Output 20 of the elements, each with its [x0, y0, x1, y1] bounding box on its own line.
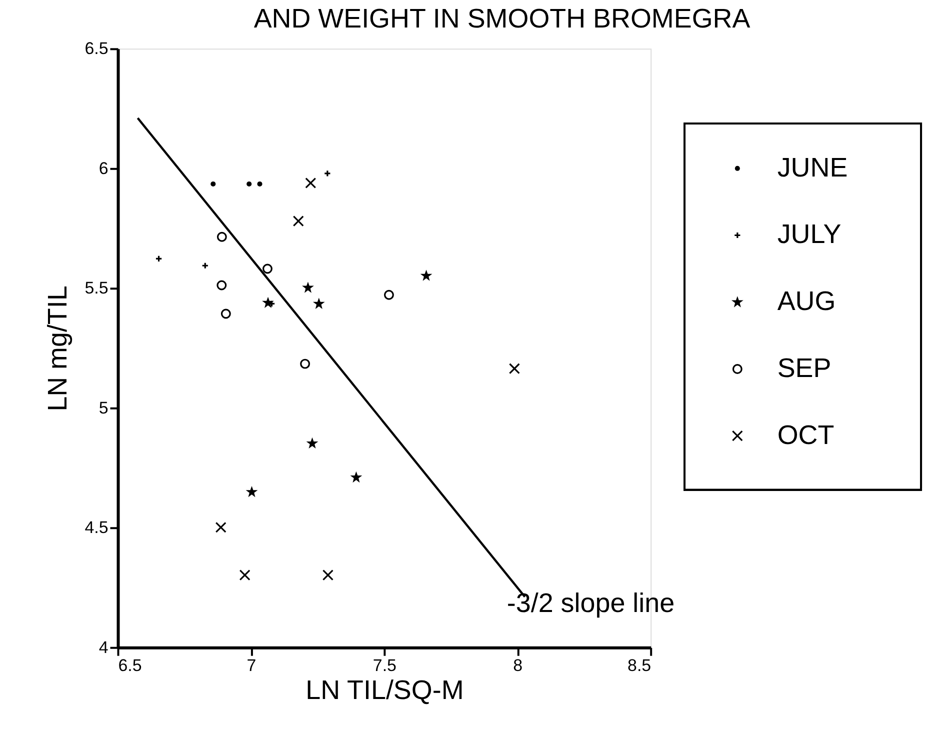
x-tick-label: 6.5	[118, 656, 142, 675]
legend-label: JUNE	[777, 152, 848, 182]
y-tick-label: 4	[98, 638, 108, 657]
x-tick-label: 7.5	[372, 656, 396, 675]
y-axis-title: LN mg/TIL	[42, 286, 73, 412]
x-tick-label: 8	[513, 656, 523, 675]
x-tick-label: 7	[246, 656, 256, 675]
chart-title: AND WEIGHT IN SMOOTH BROMEGRA	[254, 4, 750, 34]
legend-label: SEP	[777, 352, 832, 383]
x-axis-title: LN TIL/SQ-M	[306, 674, 464, 705]
y-tick-label: 4.5	[84, 518, 108, 538]
annotation: -3/2 slope line	[506, 588, 675, 618]
legend-label: OCT	[777, 420, 834, 450]
y-tick-label: 5.5	[84, 278, 108, 298]
legend-label: AUG	[777, 286, 836, 316]
y-tick-label: 6.5	[84, 39, 108, 58]
y-tick-label: 6	[98, 158, 108, 178]
x-tick-label: 8.5	[628, 656, 652, 675]
legend-label: JULY	[777, 219, 842, 250]
y-tick-label: 5	[98, 398, 108, 418]
